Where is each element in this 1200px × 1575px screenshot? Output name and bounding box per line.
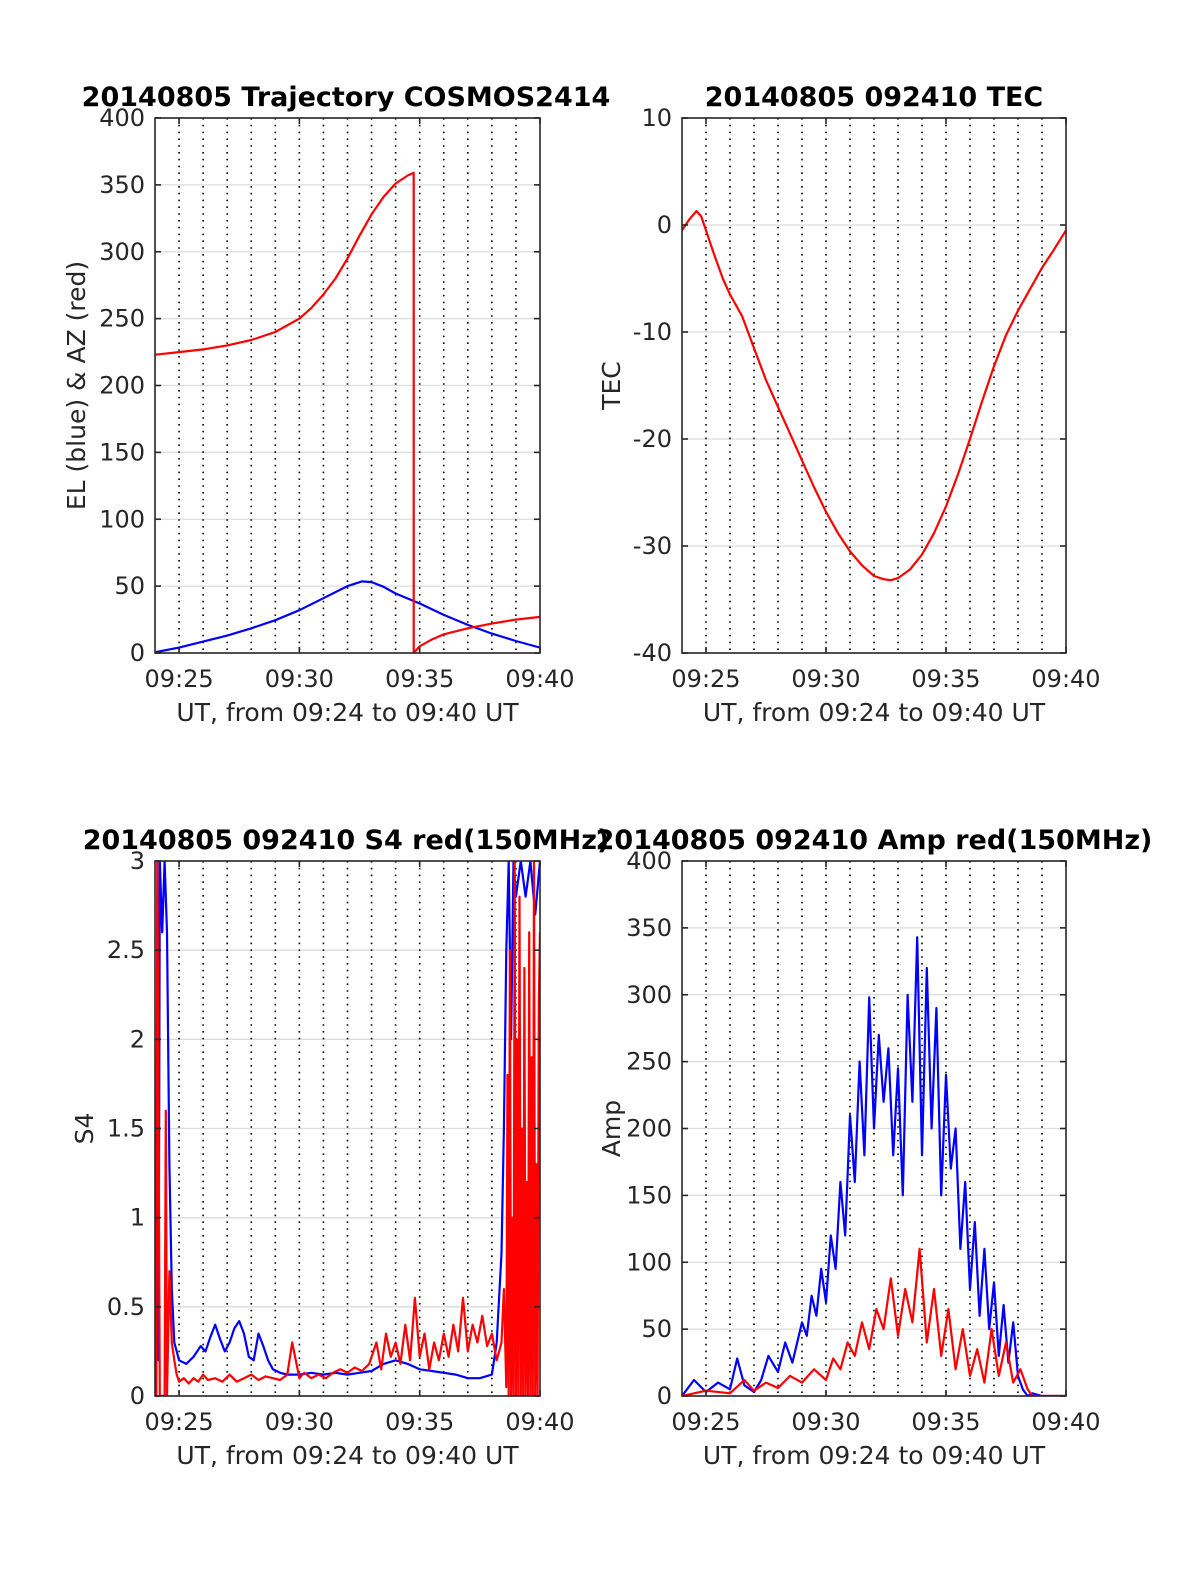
x-tick-label: 09:35: [385, 1408, 454, 1436]
y-tick-label: 150: [99, 438, 145, 466]
x-axis-label: UT, from 09:24 to 09:40 UT: [176, 698, 519, 727]
y-axis-label: S4: [70, 1113, 99, 1145]
x-tick-label: 09:40: [1031, 1408, 1100, 1436]
x-tick-label: 09:40: [505, 1408, 574, 1436]
x-tick-label: 09:40: [1031, 665, 1100, 693]
y-tick-label: 350: [99, 171, 145, 199]
y-tick-label: 0.5: [107, 1293, 145, 1321]
x-tick-label: 09:30: [791, 1408, 860, 1436]
x-tick-label: 09:30: [791, 665, 860, 693]
chart-title: 20140805 Trajectory COSMOS2414: [82, 82, 611, 113]
y-tick-label: 400: [99, 104, 145, 132]
x-tick-label: 09:30: [265, 1408, 334, 1436]
y-tick-label: 50: [641, 1315, 672, 1343]
chart-s4: 0 0.5 1 1.5 2 2.5 3 09:25 09:30 09:35 09:40 UT, fro…: [70, 825, 609, 1470]
x-tick-label: 09:40: [505, 665, 574, 693]
y-tick-label: 2.5: [107, 936, 145, 964]
x-tick-label: 09:25: [144, 1408, 213, 1436]
series-line-tec: [682, 210, 1066, 582]
axes-frame: [681, 117, 1067, 654]
chart-title: 20140805 092410 TEC: [705, 82, 1044, 113]
x-tick-label: 09:35: [385, 665, 454, 693]
y-axis-label: EL (blue) & AZ (red): [62, 261, 91, 510]
y-tick-label: 50: [114, 572, 145, 600]
y-tick-label: -30: [633, 532, 672, 560]
y-tick-label: 200: [626, 1115, 672, 1143]
y-tick-label: 100: [99, 505, 145, 533]
y-tick-label: 0: [657, 1382, 672, 1410]
y-tick-label: 350: [626, 914, 672, 942]
y-tick-label: 150: [626, 1181, 672, 1209]
x-tick-label: 09:25: [144, 665, 213, 693]
x-tick-label: 09:35: [911, 1408, 980, 1436]
x-tick-label: 09:25: [671, 1408, 740, 1436]
y-axis-label: Amp: [597, 1100, 626, 1157]
chart-title: 20140805 092410 Amp red(150MHz): [596, 825, 1153, 856]
y-tick-label: 1.5: [107, 1115, 145, 1143]
chart-amp: 0 50 100 150 200 250 300 350 400 09:25 09:30 09:35 0…: [596, 825, 1153, 1470]
x-tick-label: 09:35: [911, 665, 980, 693]
series-line-red: [155, 861, 540, 1396]
y-tick-label: 250: [99, 305, 145, 333]
y-tick-label: -20: [633, 425, 672, 453]
y-tick-label: 300: [626, 981, 672, 1009]
chart-trajectory: 0 50 100 150 200 250 300 350 400 09:25 09:30 09:35 0…: [62, 82, 610, 727]
y-tick-label: -10: [633, 318, 672, 346]
y-tick-label: 250: [626, 1048, 672, 1076]
y-tick-label: 10: [641, 104, 672, 132]
y-tick-label: 3: [130, 847, 145, 875]
chart-title: 20140805 092410 S4 red(150MHz): [83, 825, 610, 856]
series-line-el: [155, 580, 540, 653]
x-axis-label: UT, from 09:24 to 09:40 UT: [703, 698, 1046, 727]
y-tick-label: 400: [626, 847, 672, 875]
series-line-az: [155, 171, 540, 653]
y-tick-label: 0: [657, 211, 672, 239]
y-tick-label: 1: [130, 1204, 145, 1232]
y-tick-label: 200: [99, 372, 145, 400]
x-tick-label: 09:30: [265, 665, 334, 693]
series-line-blue: [682, 936, 1066, 1396]
y-tick-label: 100: [626, 1248, 672, 1276]
series-line-red: [682, 1247, 1066, 1396]
y-tick-label: 0: [130, 639, 145, 667]
x-tick-label: 09:25: [671, 665, 740, 693]
y-tick-label: -40: [633, 639, 672, 667]
x-axis-label: UT, from 09:24 to 09:40 UT: [703, 1441, 1046, 1470]
y-tick-label: 0: [130, 1382, 145, 1410]
x-axis-label: UT, from 09:24 to 09:40 UT: [176, 1441, 519, 1470]
y-tick-label: 2: [130, 1025, 145, 1053]
chart-tec: -40 -30 -20 -10 0 10 09:25 09:30 09:35 09:40 UT, f…: [597, 82, 1101, 727]
y-tick-label: 300: [99, 238, 145, 266]
y-axis-label: TEC: [597, 361, 626, 411]
